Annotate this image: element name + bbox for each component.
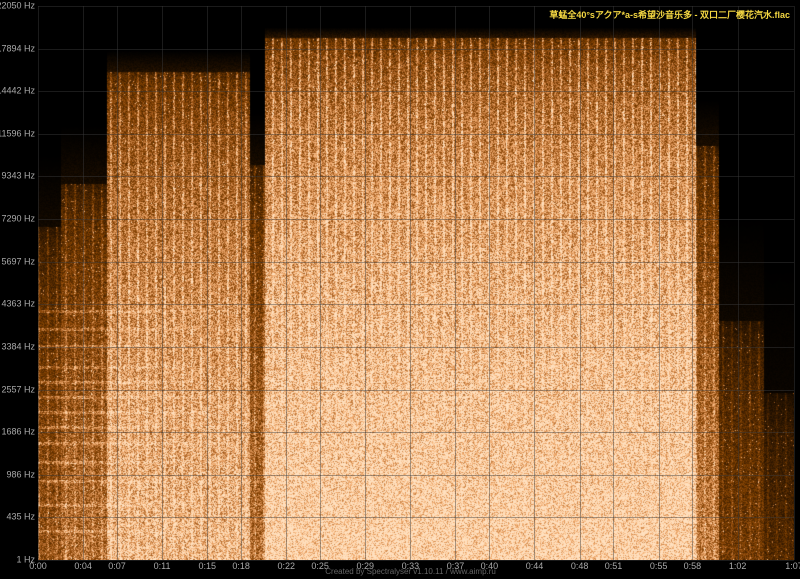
time-tick-label: 1:02: [729, 562, 747, 571]
time-tick-label: 0:48: [571, 562, 589, 571]
grid-line-vertical: [580, 6, 581, 560]
spectrogram-canvas: [38, 6, 794, 560]
grid-line-vertical: [738, 6, 739, 560]
grid-line-vertical: [117, 6, 118, 560]
time-tick-label: 0:15: [198, 562, 216, 571]
grid-line-vertical: [162, 6, 163, 560]
grid-line-vertical: [83, 6, 84, 560]
grid-line-horizontal: [38, 49, 794, 50]
grid-line-vertical: [794, 6, 795, 560]
grid-line-vertical: [38, 6, 39, 560]
freq-tick-label: 22050 Hz: [0, 2, 35, 11]
grid-line-horizontal: [38, 517, 794, 518]
grid-line-horizontal: [38, 390, 794, 391]
time-tick-label: 0:11: [154, 562, 171, 571]
freq-tick-label: 7290 Hz: [1, 215, 35, 224]
spectrogram-plot: [38, 6, 794, 560]
file-title: 草蜢全40°sアクア*a-s希望沙音乐多 - 双口二厂樱花汽水.flac: [549, 8, 790, 21]
freq-tick-label: 1686 Hz: [1, 428, 35, 437]
freq-tick-label: 3384 Hz: [1, 342, 35, 351]
time-tick-label: 0:51: [605, 562, 623, 571]
grid-line-vertical: [207, 6, 208, 560]
grid-line-vertical: [241, 6, 242, 560]
grid-line-horizontal: [38, 304, 794, 305]
time-tick-label: 0:55: [650, 562, 668, 571]
grid-line-horizontal: [38, 91, 794, 92]
freq-tick-label: 5697 Hz: [1, 257, 35, 266]
grid-line-horizontal: [38, 262, 794, 263]
grid-line-horizontal: [38, 347, 794, 348]
grid-line-vertical: [692, 6, 693, 560]
footer-credit: Created by Spectralyser v1.10.11 / www.a…: [325, 567, 496, 576]
freq-tick-label: 9343 Hz: [1, 172, 35, 181]
grid-line-vertical: [286, 6, 287, 560]
freq-tick-label: 986 Hz: [6, 470, 35, 479]
grid-line-vertical: [410, 6, 411, 560]
grid-line-vertical: [455, 6, 456, 560]
freq-tick-label: 11596 Hz: [0, 129, 35, 138]
grid-line-vertical: [365, 6, 366, 560]
freq-tick-label: 435 Hz: [6, 513, 35, 522]
grid-line-horizontal: [38, 219, 794, 220]
time-tick-label: 0:58: [684, 562, 702, 571]
freq-tick-label: 17894 Hz: [0, 44, 35, 53]
time-tick-label: 0:44: [526, 562, 544, 571]
grid-line-vertical: [613, 6, 614, 560]
time-tick-label: 0:04: [74, 562, 92, 571]
grid-line-horizontal: [38, 432, 794, 433]
time-tick-label: 0:07: [108, 562, 126, 571]
time-tick-label: 0:00: [29, 562, 47, 571]
time-tick-label: 0:22: [277, 562, 295, 571]
grid-line-vertical: [659, 6, 660, 560]
time-tick-label: 1:07: [785, 562, 800, 571]
freq-tick-label: 14442 Hz: [0, 87, 35, 96]
grid-line-horizontal: [38, 176, 794, 177]
grid-line-vertical: [489, 6, 490, 560]
grid-line-vertical: [534, 6, 535, 560]
grid-line-horizontal: [38, 134, 794, 135]
time-tick-label: 0:18: [232, 562, 250, 571]
grid-line-vertical: [320, 6, 321, 560]
freq-tick-label: 2557 Hz: [1, 385, 35, 394]
grid-line-horizontal: [38, 6, 794, 7]
grid-line-horizontal: [38, 475, 794, 476]
freq-tick-label: 4363 Hz: [1, 300, 35, 309]
